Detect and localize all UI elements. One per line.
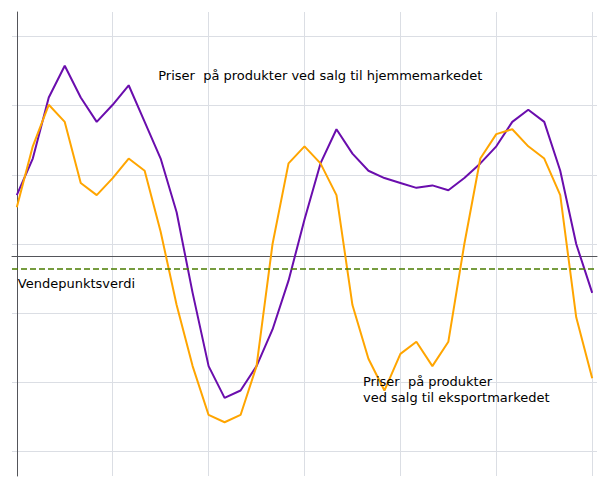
svg-text:ved salg til eksportmarkedet: ved salg til eksportmarkedet [363, 390, 550, 405]
svg-text:Priser på produkter: Priser på produkter [363, 374, 493, 389]
svg-text:Vendepunktsverdi: Vendepunktsverdi [18, 276, 135, 291]
svg-text:Priser på produkter ved salg: Priser på produkter ved salg til hjemmem… [158, 68, 482, 83]
